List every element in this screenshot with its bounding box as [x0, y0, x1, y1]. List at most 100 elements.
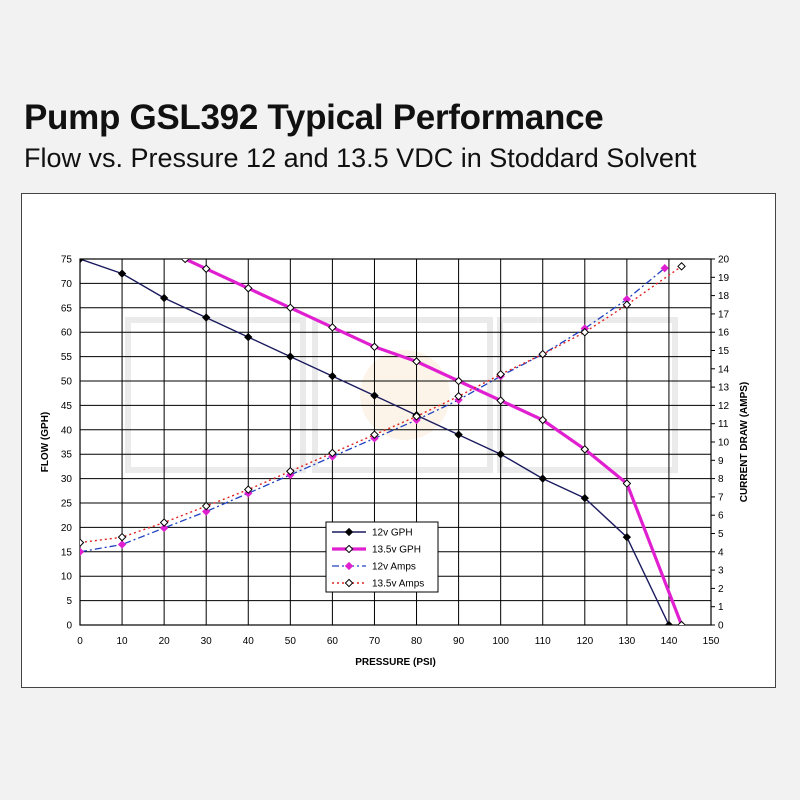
data-point: [117, 269, 127, 278]
y-tick-label: 20: [61, 523, 73, 534]
series-13-5v-gph: [180, 259, 686, 625]
x-tick-label: 50: [285, 636, 297, 647]
y-tick-label: 30: [61, 474, 73, 485]
x-tick-label: 110: [535, 636, 551, 647]
y-axis-title: FLOW (GPH): [40, 412, 51, 473]
y2-tick-label: 16: [718, 328, 730, 339]
x-tick-label: 10: [117, 636, 129, 647]
y-tick-label: 60: [61, 328, 73, 339]
data-point: [454, 391, 463, 401]
data-point: [454, 430, 463, 439]
data-point: [202, 313, 211, 322]
y2-tick-label: 1: [718, 602, 724, 613]
y-tick-label: 65: [61, 303, 73, 314]
series-13-5v-amps: [80, 262, 686, 547]
x-tick-label: 40: [243, 636, 255, 647]
watermark-box: [497, 317, 678, 473]
x-tick-label: 100: [492, 636, 509, 647]
data-point: [159, 293, 169, 303]
x-axis-title: PRESSURE (PSI): [355, 657, 436, 668]
x-tick-label: 30: [201, 636, 213, 647]
y2-tick-label: 4: [718, 547, 724, 558]
data-point: [412, 412, 421, 421]
x-tick-label: 20: [159, 636, 171, 647]
data-point: [580, 327, 590, 337]
legend-label: 12v Amps: [372, 562, 416, 573]
y2-tick-label: 12: [718, 401, 730, 412]
legend-box: [325, 521, 439, 593]
y2-tick-label: 19: [718, 273, 730, 284]
y-tick-label: 15: [61, 547, 73, 558]
y-tick-label: 50: [61, 377, 73, 388]
data-point: [496, 396, 505, 405]
x-tick-label: 80: [411, 636, 423, 647]
data-point: [201, 264, 211, 274]
y2-tick-label: 9: [718, 456, 724, 467]
y-tick-label: 0: [66, 621, 72, 632]
y2-tick-label: 20: [718, 255, 730, 266]
data-point: [538, 415, 548, 425]
data-point: [80, 547, 85, 556]
y-tick-label: 55: [61, 352, 73, 363]
y2-tick-label: 8: [718, 474, 724, 485]
legend-swatch-marker: [344, 544, 354, 554]
x-tick-label: 120: [576, 636, 593, 647]
watermark-dot: [360, 350, 450, 440]
y2-tick-label: 13: [718, 383, 730, 394]
data-point: [622, 479, 632, 488]
y2-tick-label: 2: [718, 584, 724, 595]
y-tick-label: 5: [66, 596, 72, 607]
data-point: [180, 259, 190, 264]
watermark-box: [125, 317, 306, 473]
x-tick-label: 60: [327, 636, 339, 647]
data-point: [454, 376, 463, 386]
data-point: [159, 523, 169, 533]
legend-label: 13.5v GPH: [372, 545, 421, 556]
y2-tick-label: 18: [718, 291, 730, 302]
data-point: [677, 620, 686, 625]
data-point: [80, 259, 85, 264]
legend-label: 12v GPH: [372, 528, 413, 539]
series-12v-gph: [80, 259, 674, 625]
legend-swatch-marker: [344, 561, 354, 571]
data-point: [664, 620, 674, 625]
data-point: [117, 540, 127, 549]
x-tick-label: 140: [661, 636, 678, 647]
data-point: [660, 263, 669, 273]
data-point: [286, 466, 295, 476]
y-tick-label: 45: [61, 401, 73, 412]
data-point: [159, 518, 169, 527]
y-tick-label: 10: [61, 572, 73, 583]
data-point: [370, 430, 379, 439]
data-point: [538, 349, 548, 359]
data-point: [328, 371, 337, 381]
y2-tick-label: 0: [718, 621, 724, 632]
data-point: [243, 283, 253, 293]
chart-title: Pump GSL392 Typical Performance: [24, 98, 604, 137]
data-point: [328, 323, 337, 332]
data-point: [286, 352, 295, 361]
data-point: [496, 450, 505, 459]
watermark-logo: [125, 317, 678, 473]
data-point: [117, 532, 127, 542]
data-point: [580, 493, 589, 503]
y2-tick-label: 15: [718, 346, 730, 357]
legend-swatch-marker: [344, 578, 354, 588]
x-tick-label: 70: [369, 636, 381, 647]
data-point: [622, 532, 632, 542]
y-tick-label: 70: [61, 279, 73, 290]
y-tick-label: 40: [61, 425, 73, 436]
y-tick-label: 25: [61, 499, 73, 510]
data-point: [286, 303, 295, 313]
x-tick-label: 130: [619, 636, 636, 647]
y2-tick-label: 10: [718, 438, 730, 449]
data-point: [370, 342, 379, 352]
data-point: [328, 448, 337, 458]
y-tick-label: 35: [61, 450, 73, 461]
data-point: [370, 391, 379, 400]
y2-tick-label: 7: [718, 492, 724, 503]
data-point: [677, 262, 686, 271]
x-tick-label: 150: [703, 636, 720, 647]
data-point: [202, 507, 211, 516]
